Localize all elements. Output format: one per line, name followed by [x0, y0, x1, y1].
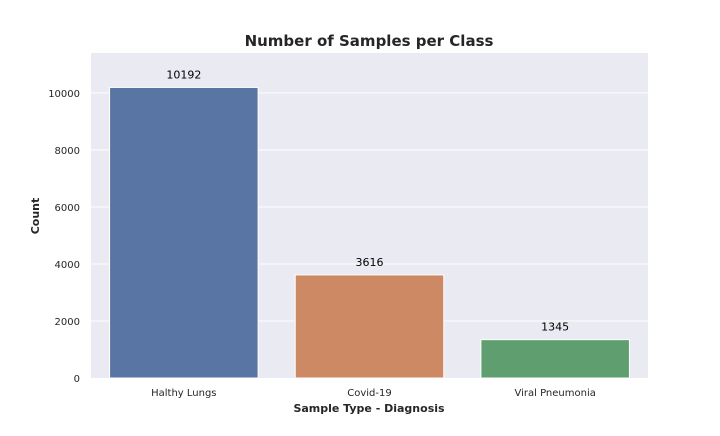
y-tick-label: 0	[74, 374, 80, 385]
bar	[480, 339, 630, 379]
x-axis-label: Sample Type - Diagnosis	[293, 402, 445, 415]
y-axis: 0 2000 4000 6000 8000 10000	[48, 89, 80, 385]
data-label: 3616	[356, 256, 384, 269]
x-axis: Halthy Lungs Covid-19 Viral Pneumonia	[151, 388, 596, 399]
x-tick-label: Covid-19	[347, 388, 391, 399]
x-tick-label: Halthy Lungs	[151, 388, 216, 399]
y-axis-label: Count	[29, 198, 42, 235]
x-tick-label: Viral Pneumonia	[514, 388, 595, 399]
data-label: 1345	[541, 321, 569, 334]
y-tick-label: 2000	[55, 317, 80, 328]
y-tick-label: 8000	[55, 146, 80, 157]
bar	[109, 86, 259, 379]
chart-title: Number of Samples per Class	[245, 32, 494, 50]
data-labels: 10192 3616 1345	[166, 68, 569, 333]
bars	[109, 86, 630, 379]
y-tick-label: 6000	[55, 203, 80, 214]
y-tick-label: 10000	[48, 89, 80, 100]
y-tick-label: 4000	[55, 260, 80, 271]
bar	[294, 274, 445, 379]
data-label: 10192	[166, 68, 201, 81]
